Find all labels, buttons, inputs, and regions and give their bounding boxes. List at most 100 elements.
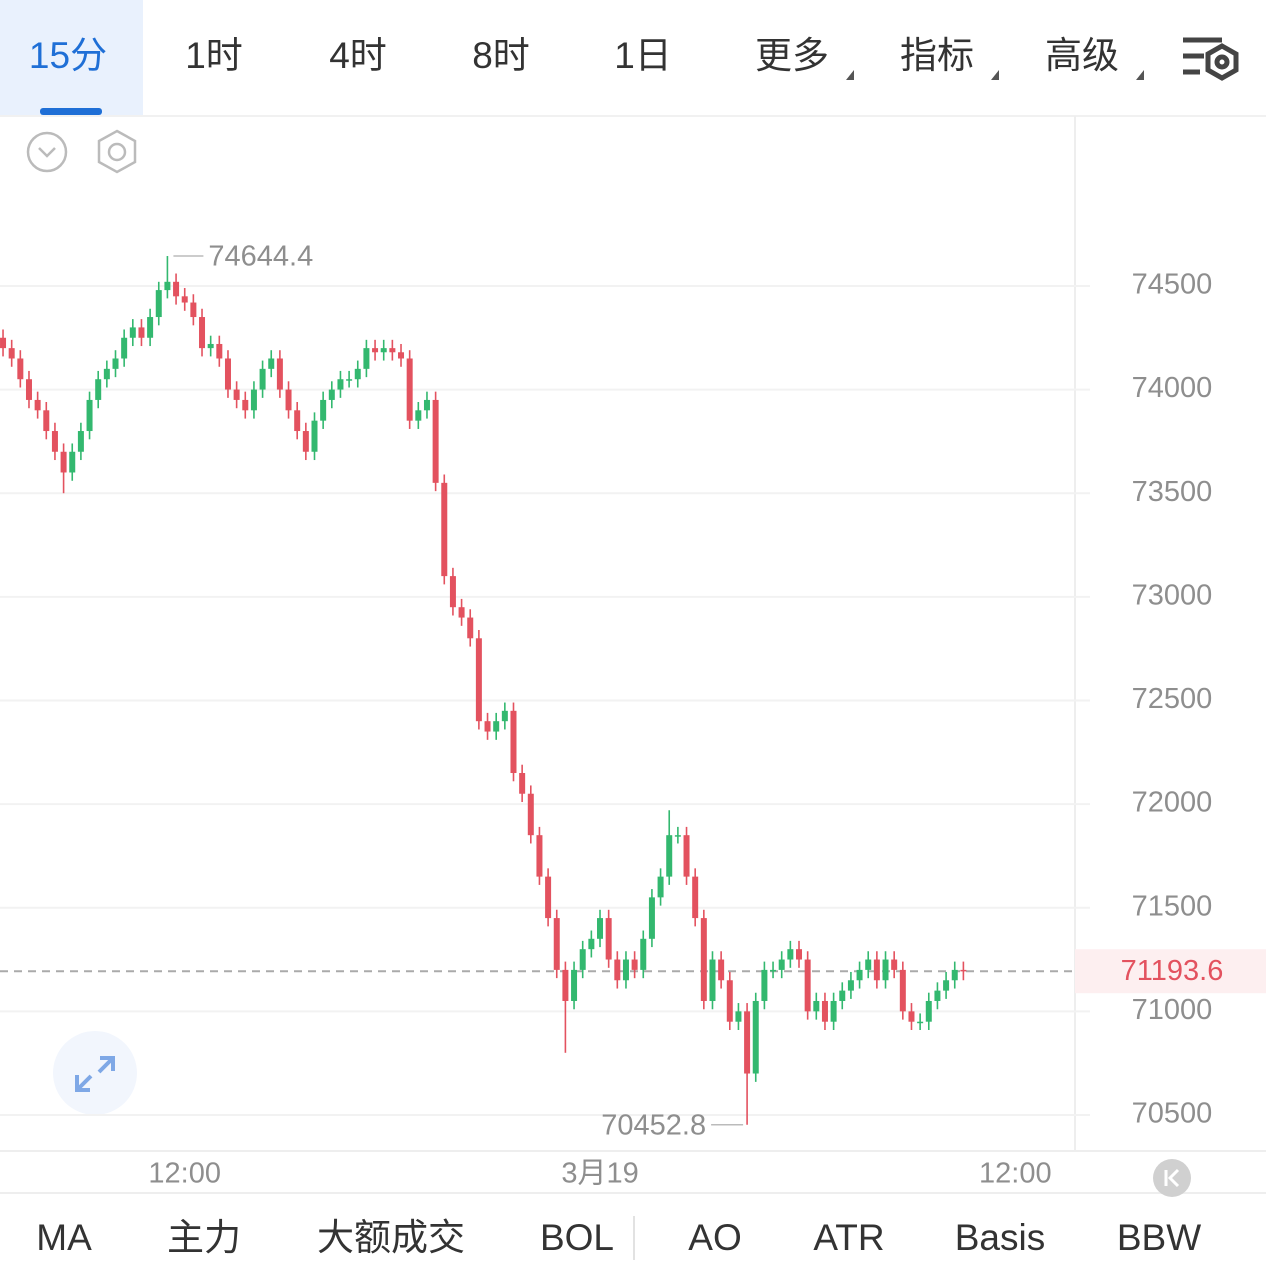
candle-body <box>796 949 803 960</box>
candle-body <box>778 959 785 970</box>
candle-body <box>129 327 136 338</box>
y-tick-label: 73500 <box>1132 476 1213 508</box>
icon-arrow <box>97 1056 115 1074</box>
candle-body <box>536 835 543 877</box>
timeframe-tab[interactable]: 1日 <box>614 35 672 76</box>
candle-body <box>726 980 733 1022</box>
candle-body <box>328 389 335 400</box>
candle-body <box>718 959 725 981</box>
low-label: 70452.8 <box>601 1109 706 1141</box>
candle-body <box>882 959 889 981</box>
candle-body <box>406 358 413 421</box>
candle-body <box>51 431 58 452</box>
candle-body <box>17 358 24 380</box>
settings-icon[interactable] <box>1183 37 1239 81</box>
candle-body <box>224 358 231 390</box>
candle-body <box>891 959 898 970</box>
candle-body <box>813 1000 820 1012</box>
candle-body <box>709 959 716 1001</box>
candle-body <box>545 876 552 919</box>
candle-body <box>735 1011 742 1022</box>
candle-body <box>95 379 102 400</box>
candle-body <box>804 959 811 1012</box>
high-label: 74644.4 <box>208 241 313 273</box>
timeframe-tab[interactable]: 15分 <box>29 35 107 76</box>
dropdown-caret <box>1136 70 1144 80</box>
candle-body <box>103 368 110 380</box>
candle-body <box>493 721 500 732</box>
candle-body <box>320 399 327 421</box>
icon-arrow <box>75 1074 93 1092</box>
y-tick-label: 74000 <box>1132 372 1213 404</box>
candle-body <box>423 399 430 411</box>
candle-body <box>744 1011 751 1074</box>
candle-body <box>0 337 7 349</box>
candle-body <box>821 1000 828 1022</box>
settings-hex[interactable] <box>97 129 137 174</box>
indicator-tab[interactable]: 主力 <box>167 1217 241 1258</box>
x-tick-label: 3月19 <box>561 1158 638 1190</box>
icon-hex <box>1205 43 1239 81</box>
icon-chevron <box>1167 1168 1180 1188</box>
timeframe-tab[interactable]: 4时 <box>329 35 387 76</box>
candle-body <box>354 368 361 380</box>
candle-body <box>458 607 465 618</box>
candle-body <box>190 302 197 318</box>
candle-body <box>752 1000 759 1074</box>
candle-body <box>865 959 872 970</box>
candle-body <box>181 296 188 303</box>
settings-dot <box>107 142 127 162</box>
candle-body <box>363 348 370 369</box>
candle-body <box>389 348 396 353</box>
fullscreen-button[interactable] <box>53 1031 137 1115</box>
candle-body <box>527 793 534 836</box>
candle-body <box>640 938 647 970</box>
candle-body <box>8 348 15 359</box>
indicator-tab[interactable]: ATR <box>813 1217 884 1258</box>
candle-body <box>648 897 655 939</box>
candle-body <box>25 379 32 400</box>
fullscreen-icon <box>75 1056 115 1092</box>
candle-body <box>908 1011 915 1022</box>
indicator-tab[interactable]: BOL <box>540 1217 614 1258</box>
candle-body <box>155 290 162 318</box>
candle-body <box>259 368 266 390</box>
indicator-tab[interactable]: AO <box>688 1217 741 1258</box>
icon-dot <box>1214 54 1230 70</box>
candle-body <box>484 721 491 732</box>
candle-body <box>164 281 171 291</box>
timeframe-tab[interactable]: 更多 <box>755 35 829 76</box>
candle-body <box>683 835 690 877</box>
candle-body <box>856 969 863 981</box>
collapse-icon[interactable] <box>26 131 68 173</box>
indicator-tab[interactable]: 大额成交 <box>317 1217 465 1258</box>
active-tab-bg <box>0 0 143 116</box>
candle-body <box>925 1000 932 1022</box>
candle-body <box>337 379 344 390</box>
timeframe-tab[interactable]: 高级 <box>1045 35 1119 76</box>
timeframe-tab[interactable]: 指标 <box>900 35 974 76</box>
candle-body <box>579 949 586 970</box>
candle-body <box>372 348 379 353</box>
timeframe-tab[interactable]: 8时 <box>472 35 530 76</box>
indicator-tab[interactable]: Basis <box>955 1217 1045 1258</box>
candle-body <box>147 317 154 338</box>
candle-body <box>943 980 950 991</box>
candle-body <box>770 969 777 972</box>
candle-body <box>501 710 508 722</box>
candle-body <box>657 876 664 898</box>
candle-body <box>631 959 638 970</box>
indicator-tab[interactable]: MA <box>36 1217 92 1258</box>
y-tick-label: 72500 <box>1132 683 1213 715</box>
candle-body <box>951 969 958 981</box>
current-price-label: 71193.6 <box>1121 955 1224 987</box>
candle-body <box>302 431 309 452</box>
candle-body <box>700 918 707 1001</box>
candle-body <box>86 399 93 432</box>
candle-body <box>77 431 84 452</box>
indicator-tab[interactable]: BBW <box>1117 1217 1201 1258</box>
candle-body <box>571 969 578 1001</box>
candle-body <box>199 317 206 349</box>
candle-body <box>441 482 448 577</box>
timeframe-tab[interactable]: 1时 <box>185 35 243 76</box>
